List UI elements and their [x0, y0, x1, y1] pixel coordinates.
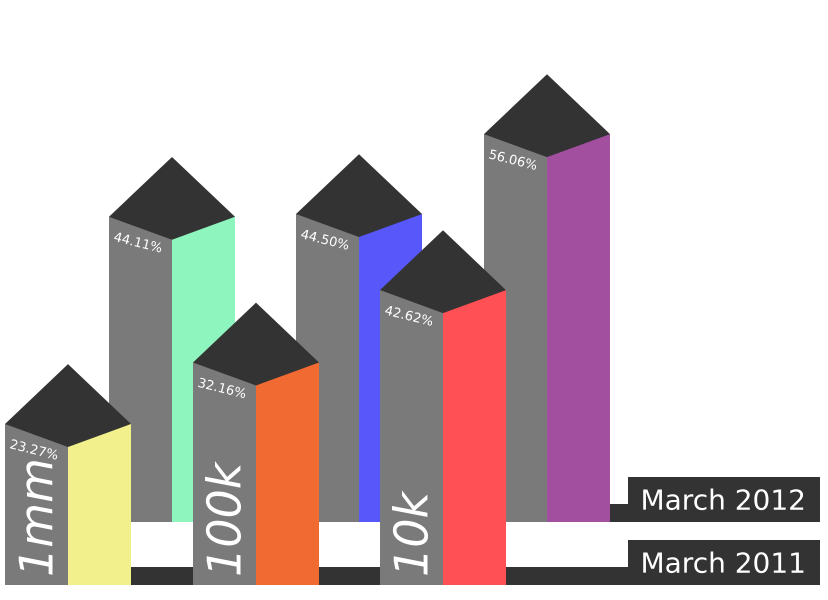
bar-top-1mm-march-2012 [109, 156, 235, 240]
bar-top-1mm-march-2011 [5, 364, 131, 447]
bar-front-1mm-march-2011 [68, 423, 131, 585]
category-label-100k: 100k [198, 460, 252, 577]
series-label-march-2012: March 2012 [640, 484, 806, 517]
bar-top-10k-march-2012 [484, 74, 610, 158]
bar-front-10k-march-2011 [443, 290, 506, 585]
bar-side-10k-march-2011 [380, 290, 443, 585]
bar-top-100k-march-2011 [193, 302, 319, 386]
category-label-10k: 10k [385, 489, 439, 577]
bar-front-10k-march-2012 [547, 134, 610, 522]
series-label-march-2011: March 2011 [640, 547, 806, 580]
bar-front-100k-march-2011 [256, 362, 319, 585]
series-band-march-2012 [628, 477, 820, 522]
bar-side-100k-march-2011 [193, 362, 256, 585]
series-band-march-2011 [628, 540, 820, 585]
bar-top-10k-march-2011 [380, 230, 506, 314]
category-label-1mm: 1mm [10, 458, 64, 577]
bar-side-1mm-march-2011 [5, 423, 68, 585]
bar-top-100k-march-2012 [296, 154, 422, 238]
